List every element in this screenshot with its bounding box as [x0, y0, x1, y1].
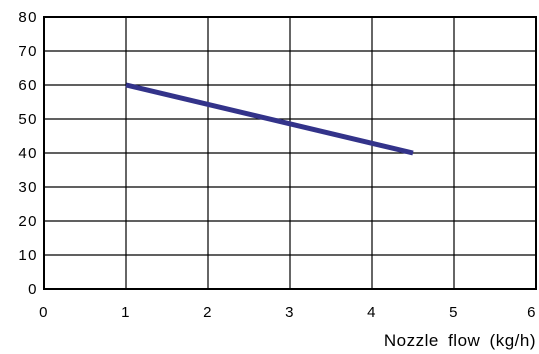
x-tick-label: 0	[39, 304, 49, 321]
y-tick-label: 10	[18, 247, 38, 264]
x-tick-label: 2	[203, 304, 213, 321]
y-tick-labels: 80 70 60 50 40 30 20 10 0	[18, 9, 38, 298]
y-tick-label: 50	[18, 111, 38, 128]
y-tick-label: 70	[18, 43, 38, 60]
x-tick-label: 5	[449, 304, 459, 321]
y-tick-label: 0	[28, 281, 38, 298]
x-tick-labels: 0 1 2 3 4 5 6	[39, 304, 537, 321]
y-tick-label: 20	[18, 213, 38, 230]
y-tick-label: 60	[18, 77, 38, 94]
y-tick-label: 30	[18, 179, 38, 196]
x-axis-label: Nozzle flow (kg/h)	[384, 331, 536, 350]
x-tick-label: 3	[285, 304, 295, 321]
grid	[44, 17, 536, 289]
x-tick-label: 1	[121, 304, 131, 321]
y-tick-label: 40	[18, 145, 38, 162]
y-tick-label: 80	[18, 9, 38, 26]
x-tick-label: 4	[367, 304, 377, 321]
x-tick-label: 6	[527, 304, 537, 321]
